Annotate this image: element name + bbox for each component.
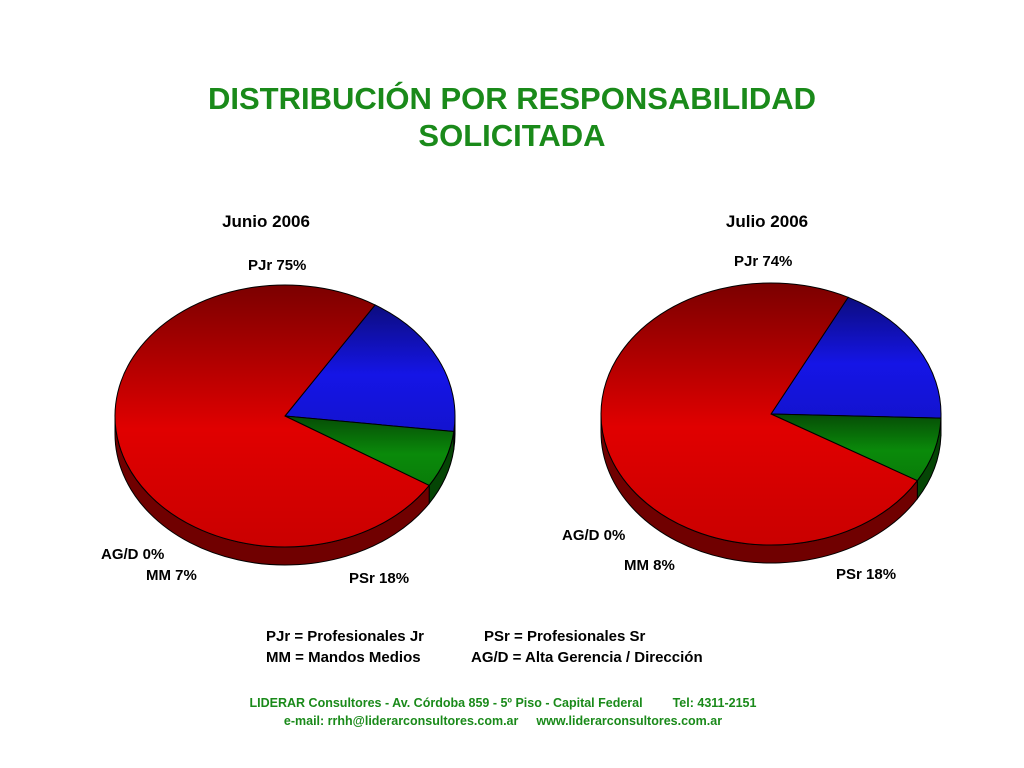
chart1-label-pjr: PJr 75% (248, 257, 307, 274)
legend-row-2: MM = Mandos Medios AG/D = Alta Gerencia /… (266, 647, 703, 668)
chart1-title: Junio 2006 (222, 212, 310, 231)
chart2-label-agd: AG/D 0% (562, 527, 626, 544)
footer-line1: LIDERAR Consultores - Av. Córdoba 859 - … (0, 694, 1006, 712)
footer-line2: e-mail: rrhh@liderarconsultores.com.ar ww… (0, 712, 1006, 730)
slide-title-line1: DISTRIBUCIÓN POR RESPONSABILIDAD (208, 81, 816, 116)
chart2-slice-psr (770, 296, 942, 419)
legend-mm: MM = Mandos Medios (266, 649, 421, 666)
footer: LIDERAR Consultores - Av. Córdoba 859 - … (0, 694, 1006, 730)
chart2-title: Julio 2006 (725, 212, 809, 231)
legend-pjr: PJr = Profesionales Jr (266, 628, 424, 645)
chart2-label-mm: MM 8% (624, 557, 675, 574)
chart2-label-psr: PSr 18% (836, 566, 897, 583)
chart1-label-psr: PSr 18% (349, 570, 410, 587)
legend: PJr = Profesionales Jr PSr = Profesionale… (266, 626, 703, 668)
chart1-slice-pjr (114, 284, 430, 548)
chart2-label-pjr: PJr 74% (734, 253, 793, 270)
slide-title: DISTRIBUCIÓN POR RESPONSABILIDAD SOLICIT… (0, 80, 1024, 154)
footer-email[interactable]: e-mail: rrhh@liderarconsultores.com.ar (283, 714, 519, 728)
chart1-label-mm: MM 7% (146, 567, 197, 584)
chart1-label-agd: AG/D 0% (101, 546, 165, 563)
legend-row-1: PJr = Profesionales Jr PSr = Profesionale… (266, 626, 703, 647)
footer-phone: Tel: 4311-2151 (672, 696, 757, 710)
footer-website[interactable]: www.liderarconsultores.com.ar (536, 714, 723, 728)
chart1-slice-psr (284, 304, 456, 433)
legend-agd: AG/D = Alta Gerencia / Dirección (471, 649, 703, 666)
slide-title-line2: SOLICITADA (418, 118, 606, 153)
legend-psr: PSr = Profesionales Sr (484, 628, 646, 645)
chart2-slice-pjr (600, 282, 919, 546)
footer-address: LIDERAR Consultores - Av. Córdoba 859 - … (249, 696, 643, 710)
